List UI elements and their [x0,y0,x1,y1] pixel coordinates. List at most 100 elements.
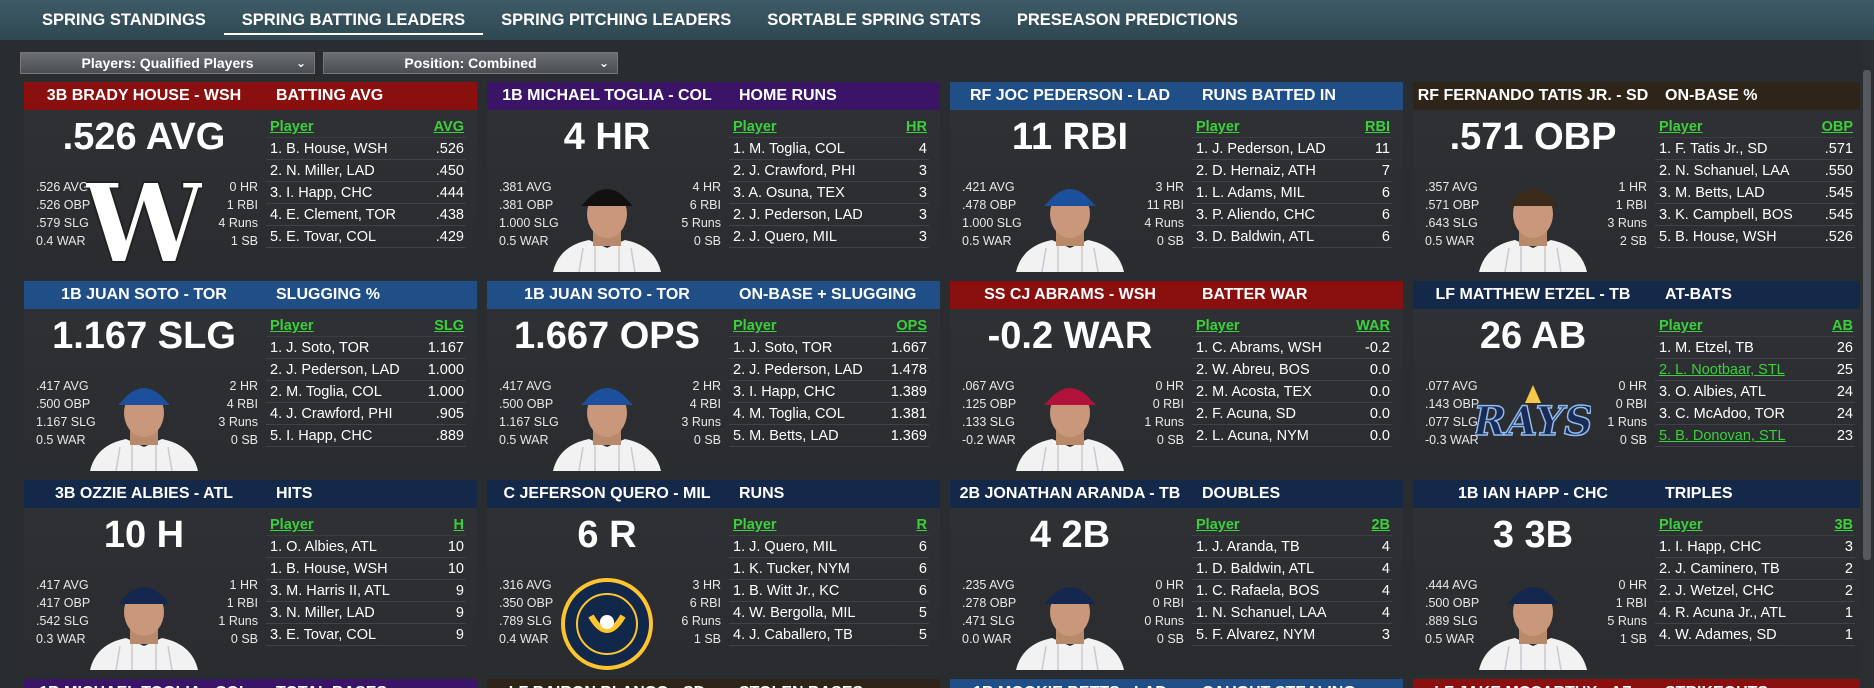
list-item[interactable]: 1. B. House, WSH .526 [266,138,466,160]
position-filter-dropdown[interactable]: Position: Combined ⌄ [323,52,618,74]
list-item[interactable]: 1. F. Tatis Jr., SD .571 [1655,138,1855,160]
leader-name[interactable]: 5. I. Happ, CHC [270,428,373,444]
card-player-name[interactable]: RF JOC PEDERSON - LAD [969,87,1170,104]
card-player-name[interactable]: SS CJ ABRAMS - WSH [984,286,1156,303]
list-item[interactable]: 2. J. Quero, MIL 3 [729,226,929,248]
leader-name[interactable]: 2. F. Acuna, SD [1196,406,1296,422]
player-portrait-icon[interactable] [549,174,665,272]
leader-card[interactable]: SS CJ ABRAMS - WSH BATTER WAR -0.2 WAR .067… [950,281,1403,471]
list-item[interactable]: 1. I. Happ, CHC 3 [1655,536,1855,558]
leader-name[interactable]: 3. A. Osuna, TEX [733,185,845,201]
list-item[interactable]: 2. F. Acuna, SD 0.0 [1192,403,1392,425]
tab-spring-standings[interactable]: SPRING STANDINGS [42,11,206,29]
leader-card[interactable]: C JEFERSON QUERO - MIL RUNS 6 R .316 AVG .35… [487,480,940,670]
list-item[interactable]: 5. M. Betts, LAD 1.369 [729,425,929,447]
list-item[interactable]: 5. B. Donovan, STL 23 [1655,425,1855,447]
list-item[interactable]: 5. E. Tovar, COL .429 [266,226,466,248]
leader-name[interactable]: 2. J. Quero, MIL [733,229,837,245]
list-item[interactable]: 2. J. Caminero, TB 2 [1655,558,1855,580]
tab-spring-pitching-leaders[interactable]: SPRING PITCHING LEADERS [501,11,732,29]
leader-name[interactable]: 1. J. Soto, TOR [270,340,370,356]
card-player-name[interactable]: 3B BRADY HOUSE - WSH [46,87,242,104]
card-player-name[interactable]: LF BAIRON BLANCO - SD [487,679,727,688]
list-item[interactable]: 2. J. Pederson, LAD 1.000 [266,359,466,381]
list-item[interactable]: 4. E. Clement, TOR .438 [266,204,466,226]
list-item[interactable]: 2. W. Abreu, BOS 0.0 [1192,359,1392,381]
leader-card[interactable]: LF MATTHEW ETZEL - TB AT-BATS 26 AB .077 AV… [1413,281,1866,471]
leader-name[interactable]: 5. M. Betts, LAD [733,428,839,444]
list-item[interactable]: 2. J. Wetzel, CHC 2 [1655,580,1855,602]
leader-name[interactable]: 1. J. Quero, MIL [733,539,837,555]
player-portrait-icon[interactable] [1012,373,1128,471]
player-portrait-icon[interactable] [1012,174,1128,272]
card-player-name[interactable]: 1B IAN HAPP - CHC [1458,485,1608,502]
stat-column-header[interactable]: AVG [433,119,464,135]
stat-column-header[interactable]: R [916,517,927,533]
leader-name[interactable]: 2. D. Hernaiz, ATH [1196,163,1316,179]
leader-name[interactable]: 3. D. Baldwin, ATL [1196,229,1315,245]
stat-column-header[interactable]: OPS [896,318,927,334]
list-item[interactable]: 2. D. Hernaiz, ATH 7 [1192,160,1392,182]
leader-name[interactable]: 2. L. Acuna, NYM [1196,428,1309,444]
list-item[interactable]: 1. C. Rafaela, BOS 4 [1192,580,1392,602]
leader-name[interactable]: 1. J. Aranda, TB [1196,539,1300,555]
list-item[interactable]: 3. O. Albies, ATL 24 [1655,381,1855,403]
player-column-header[interactable]: Player [1659,119,1703,135]
list-item[interactable]: 3. E. Tovar, COL 9 [266,624,466,646]
list-item[interactable]: 1. D. Baldwin, ATL 4 [1192,558,1392,580]
list-item[interactable]: 2. L. Acuna, NYM 0.0 [1192,425,1392,447]
leader-name[interactable]: 2. J. Caminero, TB [1659,561,1780,577]
leader-name[interactable]: 1. I. Happ, CHC [1659,539,1762,555]
list-item[interactable]: 1. M. Etzel, TB 26 [1655,337,1855,359]
leader-name[interactable]: 3. C. McAdoo, TOR [1659,406,1785,422]
list-item[interactable]: 4. W. Bergolla, MIL 5 [729,602,929,624]
leader-card[interactable]: 1B MICHAEL TOGLIA - COL HOME RUNS 4 HR .381… [487,82,940,272]
list-item[interactable]: 5. B. House, WSH .526 [1655,226,1855,248]
list-item[interactable]: 5. I. Happ, CHC .889 [266,425,466,447]
list-item[interactable]: 1. N. Schanuel, LAA 4 [1192,602,1392,624]
leader-name[interactable]: 3. N. Miller, LAD [270,605,375,621]
leader-card[interactable]: 3B OZZIE ALBIES - ATL HITS 10 H .417 AVG .41… [24,480,477,670]
player-column-header[interactable]: Player [1659,318,1703,334]
leader-name[interactable]: 5. B. House, WSH [1659,229,1777,245]
list-item[interactable]: 4. R. Acuna Jr., ATL 1 [1655,602,1855,624]
player-portrait-icon[interactable] [86,572,202,670]
leader-name[interactable]: 3. I. Happ, CHC [733,384,836,400]
leader-name[interactable]: 1. B. Witt Jr., KC [733,583,840,599]
leader-name[interactable]: 1. K. Tucker, NYM [733,561,850,577]
list-item[interactable]: 2. J. Pederson, LAD 1.478 [729,359,929,381]
stat-column-header[interactable]: HR [906,119,927,135]
player-column-header[interactable]: Player [733,119,777,135]
leader-name[interactable]: 5. F. Alvarez, NYM [1196,627,1316,643]
leader-name[interactable]: 2. J. Pederson, LAD [733,362,863,378]
card-player-name[interactable]: 1B MICHAEL TOGLIA - COL [502,87,712,104]
stat-column-header[interactable]: H [453,517,464,533]
stat-column-header[interactable]: OBP [1821,119,1853,135]
card-player-name[interactable]: 1B MOOKIE BETTS - LAD [950,679,1190,688]
stat-column-header[interactable]: 3B [1834,517,1853,533]
leader-name[interactable]: 2. N. Schanuel, LAA [1659,163,1790,179]
list-item[interactable]: 1. C. Abrams, WSH -0.2 [1192,337,1392,359]
leader-card[interactable]: 1B JUAN SOTO - TOR ON-BASE + SLUGGING 1.66… [487,281,940,471]
leader-name[interactable]: 1. L. Adams, MIL [1196,185,1305,201]
leader-name[interactable]: 2. M. Toglia, COL [270,384,382,400]
list-item[interactable]: 4. M. Toglia, COL 1.381 [729,403,929,425]
list-item[interactable]: 3. M. Betts, LAD .545 [1655,182,1855,204]
player-column-header[interactable]: Player [733,517,777,533]
leader-name[interactable]: 1. F. Tatis Jr., SD [1659,141,1768,157]
leader-card[interactable]: RF JOC PEDERSON - LAD RUNS BATTED IN 11 RB… [950,82,1403,272]
list-item[interactable]: 3. K. Campbell, BOS .545 [1655,204,1855,226]
leader-name[interactable]: 4. M. Toglia, COL [733,406,845,422]
player-column-header[interactable]: Player [733,318,777,334]
list-item[interactable]: 3. N. Miller, LAD 9 [266,602,466,624]
list-item[interactable]: 2. J. Crawford, PHI 3 [729,160,929,182]
list-item[interactable]: 3. P. Aliendo, CHC 6 [1192,204,1392,226]
list-item[interactable]: 1. J. Soto, TOR 1.667 [729,337,929,359]
leader-card[interactable]: 3B BRADY HOUSE - WSH BATTING AVG .526 AVG.… [24,82,477,272]
player-column-header[interactable]: Player [1196,517,1240,533]
player-column-header[interactable]: Player [1196,119,1240,135]
leader-name[interactable]: 2. N. Miller, LAD [270,163,375,179]
list-item[interactable]: 2. N. Miller, LAD .450 [266,160,466,182]
card-player-name[interactable]: 1B MICHAEL TOGLIA - COL [24,679,264,688]
list-item[interactable]: 3. A. Osuna, TEX 3 [729,182,929,204]
